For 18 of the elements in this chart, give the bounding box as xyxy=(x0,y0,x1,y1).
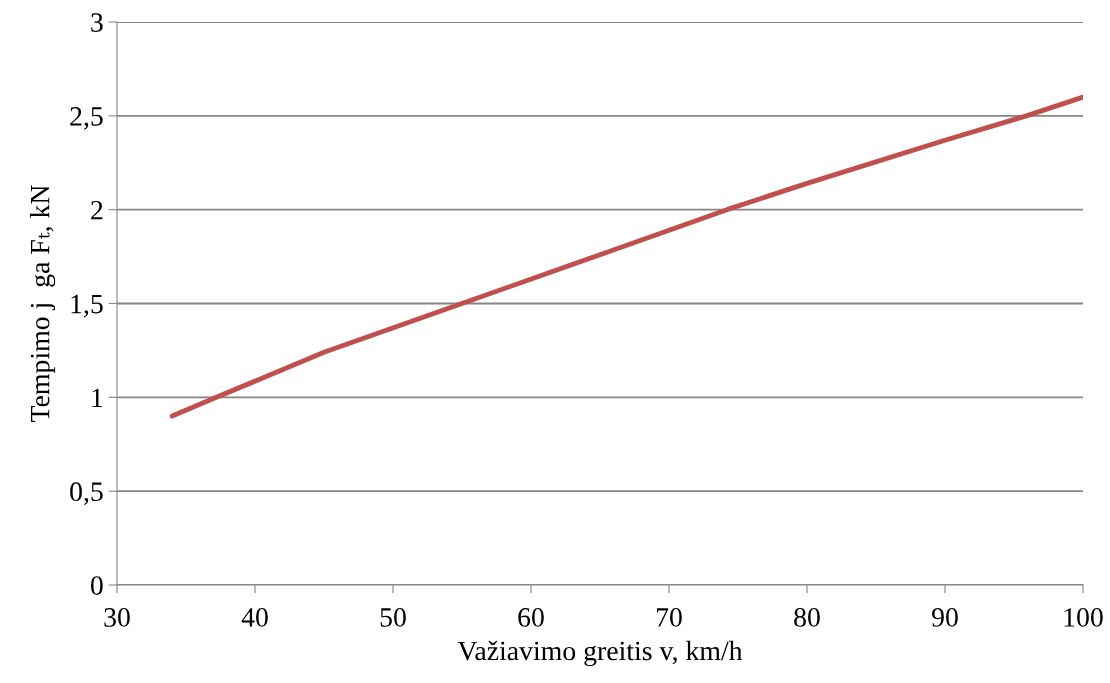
x-tick-label: 100 xyxy=(1064,608,1103,627)
x-tick-label: 70 xyxy=(656,608,682,627)
x-tick-label: 60 xyxy=(518,608,544,627)
y-tick-label: 1 xyxy=(92,388,103,407)
x-tick-label: 30 xyxy=(104,608,130,627)
y-tick-label: 0,5 xyxy=(70,482,103,506)
x-axis-title: Važiavimo greitis v, km/h xyxy=(457,640,743,667)
x-tick-label: 50 xyxy=(380,608,406,627)
line-series xyxy=(169,94,1083,419)
y-tick-label: 1,5 xyxy=(71,294,103,318)
x-tick-label: 40 xyxy=(241,608,268,627)
y-tick-label: 0 xyxy=(90,576,103,595)
x-tick-label: 90 xyxy=(932,608,958,627)
y-tick-label: 3 xyxy=(91,13,103,32)
y-tick-label: 2,5 xyxy=(70,107,103,130)
x-tick-label: 80 xyxy=(794,608,820,627)
y-axis-title: Tempimo j ga Fₜ, kN xyxy=(29,185,56,422)
y-tick-label: 2 xyxy=(91,200,103,220)
